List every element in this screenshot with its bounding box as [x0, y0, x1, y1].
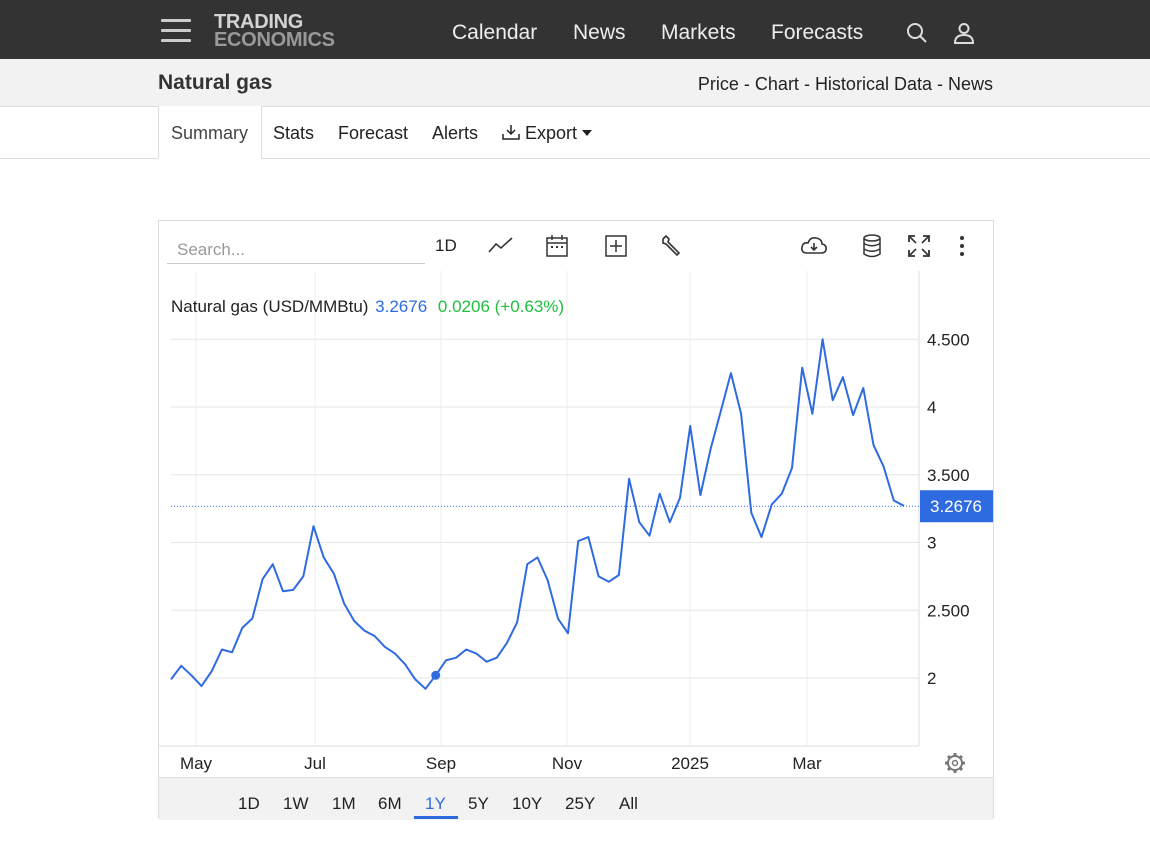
link-historical-data[interactable]: Historical Data [814, 74, 932, 94]
nav-news[interactable]: News [573, 21, 626, 44]
download-icon [502, 125, 520, 140]
line-chart-icon[interactable] [488, 235, 514, 255]
range-5y[interactable]: 5Y [468, 794, 489, 813]
logo-line2: ECONOMICS [214, 29, 335, 51]
tab-export[interactable]: Export [502, 123, 593, 144]
tab-alerts[interactable]: Alerts [432, 123, 479, 143]
tab-forecast[interactable]: Forecast [338, 123, 409, 143]
data-point-marker[interactable] [431, 670, 441, 680]
range-1w[interactable]: 1W [283, 794, 309, 813]
y-tick-label: 4.500 [927, 330, 970, 349]
user-icon[interactable] [953, 22, 975, 44]
link-price[interactable]: Price [697, 74, 739, 94]
range-10y[interactable]: 10Y [512, 794, 543, 813]
range-1y[interactable]: 1Y [425, 794, 446, 813]
wrench-icon[interactable] [660, 235, 682, 257]
tab-summary[interactable]: Summary [171, 123, 249, 143]
link-news[interactable]: News [947, 74, 993, 94]
tab-bar: Summary Stats Forecast Alerts Export [0, 106, 1150, 159]
chart-settings-icon[interactable] [945, 753, 965, 773]
time-range-selector: 1D 1W 1M 6M 1Y 5Y 10Y 25Y All [159, 777, 993, 820]
svg-text:3.2676: 3.2676 [930, 497, 982, 516]
fullscreen-icon[interactable] [907, 234, 931, 258]
nav-markets[interactable]: Markets [661, 21, 736, 44]
separator: - [931, 74, 948, 94]
last-price-label: 3.2676 [920, 490, 993, 523]
y-tick-label: 2 [927, 669, 936, 688]
y-tick-label: 3.500 [927, 466, 970, 485]
y-axis-labels: 4.500 4 3.500 3 2.500 2 [927, 330, 970, 688]
page-header: Natural gas Price - Chart - Historical D… [0, 59, 1150, 107]
menu-icon[interactable] [161, 19, 191, 43]
search-icon[interactable] [906, 22, 928, 44]
y-tick-label: 3 [927, 534, 936, 553]
caret-down-icon [582, 130, 593, 136]
nav-calendar[interactable]: Calendar [452, 21, 538, 44]
range-active-underline [414, 816, 458, 819]
database-icon[interactable] [862, 234, 882, 258]
page-title: Natural gas [158, 71, 273, 94]
x-tick-label: 2025 [671, 754, 709, 773]
x-tick-label: Nov [552, 754, 583, 773]
more-options-icon[interactable] [957, 235, 967, 257]
tab-stats[interactable]: Stats [273, 123, 315, 143]
legend-series-name: Natural gas (USD/MMBtu) [171, 297, 369, 316]
separator: - [738, 74, 755, 94]
y-tick-label: 2.500 [927, 601, 970, 620]
range-all[interactable]: All [619, 794, 638, 813]
x-tick-label: Mar [792, 754, 822, 773]
export-label: Export [525, 123, 578, 143]
series-line[interactable] [170, 338, 905, 690]
range-1d[interactable]: 1D [238, 794, 260, 813]
x-tick-label: Jul [304, 754, 326, 773]
chart-grid [171, 271, 919, 746]
chart-widget: 1D May Jul Sep Nov 2025 Mar 4.500 4 3.500 3 2.500… [158, 220, 994, 820]
range-6m[interactable]: 6M [378, 794, 402, 813]
symbol-search-input[interactable] [167, 237, 425, 264]
price-chart[interactable]: May Jul Sep Nov 2025 Mar 4.500 4 3.500 3 2.500 2 3… [159, 221, 993, 777]
add-indicator-icon[interactable] [604, 234, 628, 258]
range-1m[interactable]: 1M [332, 794, 356, 813]
calendar-icon[interactable] [545, 234, 569, 258]
x-axis-labels: May Jul Sep Nov 2025 Mar [180, 754, 822, 773]
logo-line1: TRADING [214, 11, 304, 33]
y-tick-label: 4 [927, 398, 936, 417]
link-chart[interactable]: Chart [754, 74, 799, 94]
separator: - [798, 74, 815, 94]
x-tick-label: May [180, 754, 213, 773]
legend-price: 3.2676 [375, 297, 428, 316]
legend-change: 0.0206 (+0.63%) [437, 297, 565, 316]
interval-button[interactable]: 1D [435, 236, 457, 255]
site-logo[interactable]: TRADING ECONOMICS [214, 11, 335, 51]
chart-legend: Natural gas (USD/MMBtu) 3.2676 0.0206 (+… [171, 297, 564, 317]
breadcrumb-links: Price - Chart - Historical Data - News [698, 74, 993, 95]
cloud-download-icon[interactable] [800, 235, 828, 257]
nav-forecasts[interactable]: Forecasts [771, 21, 864, 44]
x-tick-label: Sep [426, 754, 456, 773]
tab-summary-active-bg [158, 106, 262, 159]
range-25y[interactable]: 25Y [565, 794, 596, 813]
top-navigation-bar: TRADING ECONOMICS Calendar News Markets … [0, 0, 1150, 59]
